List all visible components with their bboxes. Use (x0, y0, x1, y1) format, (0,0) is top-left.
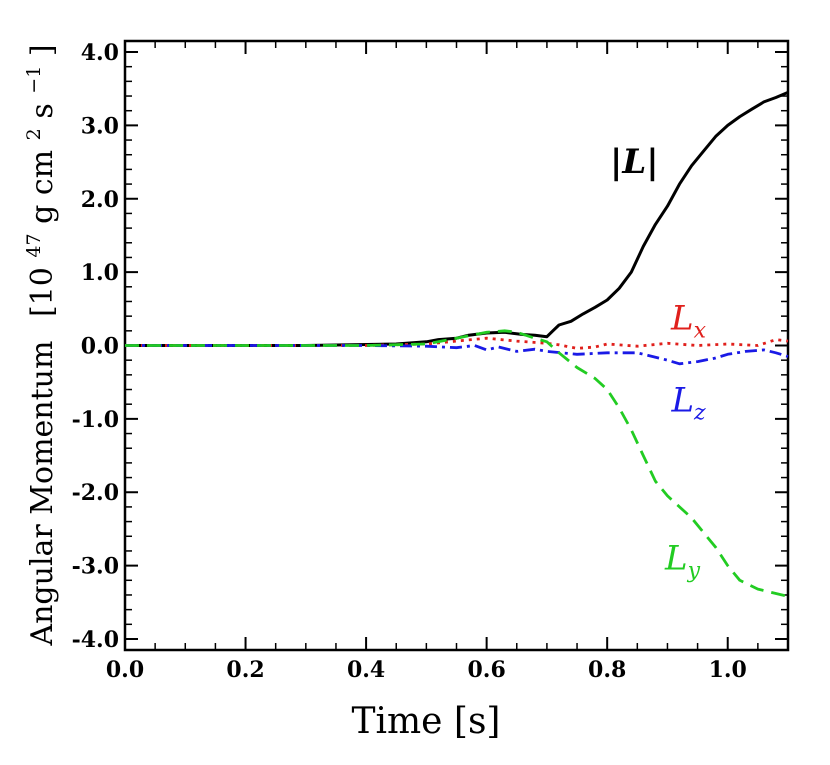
y-tick-label: 2.0 (81, 187, 119, 213)
series-label-main: L (664, 538, 688, 578)
series-label-subscript: x (694, 318, 707, 343)
y-axis-title-unit-end: s (25, 103, 60, 118)
x-tick-label: 0.2 (226, 657, 264, 683)
y-axis-title-unit-close: ] (25, 44, 60, 56)
series-line-lz (125, 344, 789, 366)
y-tick-label: 1.0 (81, 260, 119, 286)
series-label-ly: Ly (664, 538, 701, 583)
y-tick-label: 3.0 (81, 113, 119, 139)
x-tick-label: 0.4 (347, 657, 385, 683)
y-axis-title-unit-mid: g cm (25, 150, 60, 224)
series-label-main: L (670, 381, 694, 421)
x-tick-label: 0.8 (588, 657, 626, 683)
x-tick-label: 0.6 (467, 657, 505, 683)
x-axis-title: Time [s] (352, 701, 501, 742)
series-label-l: |L| (610, 142, 659, 182)
y-axis-title-unit-sup2: 2 (23, 128, 45, 140)
y-tick-label: -4.0 (72, 627, 119, 653)
x-tick-label: 0.0 (106, 657, 144, 683)
y-tick-label: 0.0 (81, 334, 119, 360)
axis-ticks: 0.0 0.2 0.4 0.6 0.8 1.0 4.0 3.0 2.0 1.0 0.0 -1.0 -2.… (72, 40, 788, 683)
series-label-subscript: z (693, 401, 706, 426)
y-tick-label: -1.0 (72, 407, 119, 433)
series-label-subscript: y (687, 558, 701, 583)
series-line-lx (125, 336, 789, 350)
series-label-main: L (670, 298, 694, 338)
y-tick-label: -2.0 (72, 480, 119, 506)
y-axis-title: Angular Momentum [10 47 g cm 2 s −1 ] (13, 44, 60, 646)
x-tick-label: 1.0 (709, 657, 747, 683)
y-axis-title-unit-open: [10 (25, 267, 60, 317)
series-label-main: |L| (610, 142, 659, 182)
y-tick-label: 4.0 (81, 40, 119, 66)
series-lines (125, 91, 789, 598)
y-axis-title-unit-sup1: 47 (23, 233, 45, 257)
y-axis-title-main: Angular Momentum (25, 341, 60, 647)
series-line-ly (125, 329, 789, 598)
series-label-lx: Lx (670, 298, 707, 343)
y-axis-title-unit-sup3: −1 (23, 66, 45, 94)
series-label-lz: Lz (670, 381, 706, 426)
y-tick-label: -3.0 (72, 554, 119, 580)
